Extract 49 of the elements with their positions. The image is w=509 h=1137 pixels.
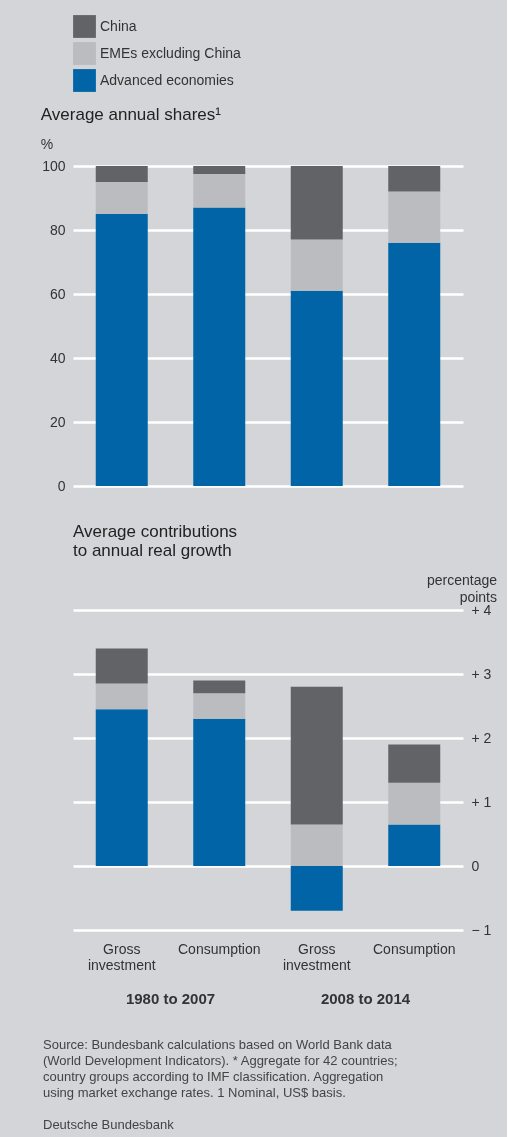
bar [290, 824, 343, 866]
bar [388, 782, 441, 825]
x-tick-label: Gross investment [282, 940, 351, 973]
y-tick-label: 100 [42, 157, 66, 174]
bar [193, 693, 246, 719]
y2-tick-label: + 2 [471, 729, 492, 746]
source-note: Source: Bundesbank calculations based on World Bank data (World Development Indicators). * Aggregate for 42 countries; country groups according to IMF classification. Aggregation using market exchange rates. 1 Nominal, US$ basis. [43, 1037, 398, 1100]
legend-label: Advanced economies [100, 71, 234, 88]
y-tick-label: 60 [49, 285, 66, 302]
bar [290, 166, 343, 240]
text: Deutsche Bundesbank [43, 1117, 175, 1132]
bar [290, 239, 343, 291]
bar [95, 214, 148, 486]
chart-title: Average contributions to annual real growth [73, 522, 238, 560]
bar [95, 683, 148, 710]
y2-tick-label: + 3 [471, 665, 492, 682]
text: 1980 to 2007 [125, 990, 216, 1007]
y2-tick-label: + 1 [471, 793, 492, 810]
x-tick-label: Consumption [373, 940, 456, 957]
chart-title: Average annual shares¹ [40, 105, 222, 124]
x-tick-label: Consumption [178, 940, 261, 957]
bar [193, 207, 246, 486]
bar [95, 709, 148, 866]
bar [388, 242, 441, 486]
bar [193, 166, 246, 174]
bar [95, 648, 148, 684]
y-tick-label: 40 [49, 349, 66, 366]
bar [290, 686, 343, 825]
y-tick-label: 0 [57, 477, 66, 494]
x-tick-label: Gross investment [87, 940, 156, 973]
legend-label: China [100, 17, 137, 34]
y-tick-label: 20 [49, 413, 66, 430]
bar [193, 174, 246, 208]
y2-tick-label: − 1 [471, 921, 492, 938]
bar [95, 182, 148, 214]
bar [290, 290, 343, 486]
bar [290, 866, 343, 911]
y2-tick-label: 0 [471, 857, 480, 874]
text: 2008 to 2014 [320, 990, 411, 1007]
y-axis-title: % [40, 136, 54, 152]
bar [193, 680, 246, 694]
bar [388, 191, 441, 243]
bar [388, 166, 441, 192]
bar [193, 718, 246, 866]
bar [388, 744, 441, 783]
bar [388, 824, 441, 866]
y-tick-label: 80 [49, 221, 66, 238]
bar [95, 166, 148, 182]
legend-label: EMEs excluding China [100, 44, 242, 61]
